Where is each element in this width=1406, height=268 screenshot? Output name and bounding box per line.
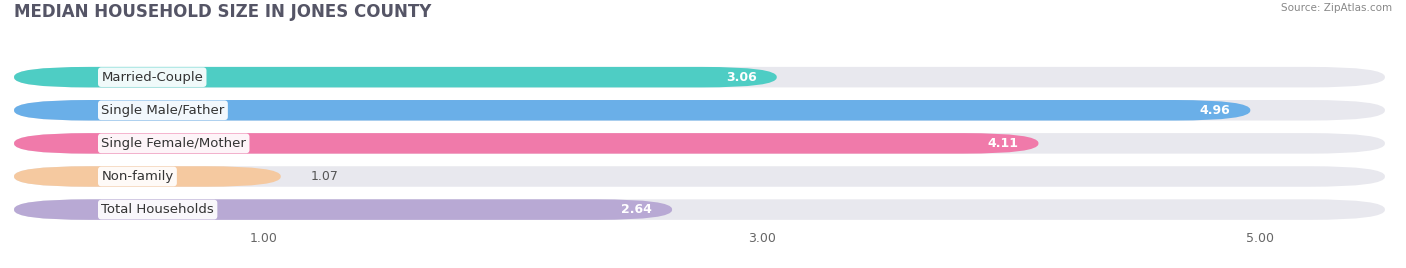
Text: Total Households: Total Households — [101, 203, 214, 216]
Text: Source: ZipAtlas.com: Source: ZipAtlas.com — [1281, 3, 1392, 13]
FancyBboxPatch shape — [14, 166, 281, 187]
FancyBboxPatch shape — [14, 133, 1039, 154]
Text: 4.11: 4.11 — [987, 137, 1018, 150]
FancyBboxPatch shape — [14, 133, 1385, 154]
FancyBboxPatch shape — [14, 67, 1385, 87]
FancyBboxPatch shape — [14, 199, 1385, 220]
FancyBboxPatch shape — [14, 100, 1250, 121]
Text: Single Male/Father: Single Male/Father — [101, 104, 225, 117]
Text: 1.07: 1.07 — [311, 170, 339, 183]
Text: MEDIAN HOUSEHOLD SIZE IN JONES COUNTY: MEDIAN HOUSEHOLD SIZE IN JONES COUNTY — [14, 3, 432, 21]
FancyBboxPatch shape — [14, 166, 1385, 187]
FancyBboxPatch shape — [14, 100, 1385, 121]
Text: Non-family: Non-family — [101, 170, 173, 183]
FancyBboxPatch shape — [14, 67, 776, 87]
Text: 4.96: 4.96 — [1199, 104, 1230, 117]
Text: Married-Couple: Married-Couple — [101, 71, 204, 84]
FancyBboxPatch shape — [14, 199, 672, 220]
Text: Single Female/Mother: Single Female/Mother — [101, 137, 246, 150]
Text: 2.64: 2.64 — [621, 203, 652, 216]
Text: 3.06: 3.06 — [725, 71, 756, 84]
